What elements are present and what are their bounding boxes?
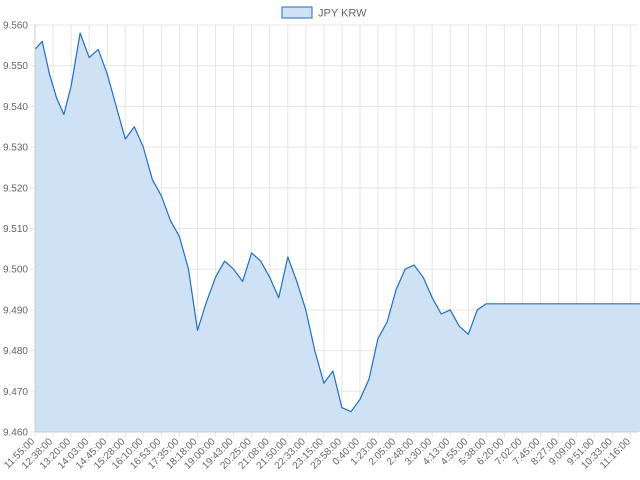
y-tick-label: 9.550	[3, 61, 28, 72]
legend-label[interactable]: JPY KRW	[318, 8, 367, 20]
series-area	[35, 33, 640, 432]
y-tick-label: 9.460	[3, 428, 28, 439]
y-tick-label: 9.530	[3, 143, 28, 154]
y-tick-label: 9.510	[3, 224, 28, 235]
legend[interactable]: JPY KRW	[281, 6, 367, 20]
y-tick-label: 9.470	[3, 387, 28, 398]
plot-area	[34, 32, 640, 432]
y-tick-label: 9.500	[3, 265, 28, 276]
legend-swatch[interactable]	[281, 6, 313, 19]
y-tick-label: 9.480	[3, 346, 28, 357]
y-tick-label: 9.520	[3, 183, 28, 194]
y-tick-label: 9.490	[3, 305, 28, 316]
y-tick-label: 9.540	[3, 102, 28, 113]
series-line[interactable]	[34, 32, 640, 413]
y-tick-label: 9.560	[3, 21, 28, 32]
y-axis: 9.560 9.550 9.540 9.530 9.520 9.510 9.500 9.490…	[3, 21, 36, 439]
x-axis: 11:55:0012:38:0013:20:0014:03:0014:45:00…	[2, 431, 638, 472]
